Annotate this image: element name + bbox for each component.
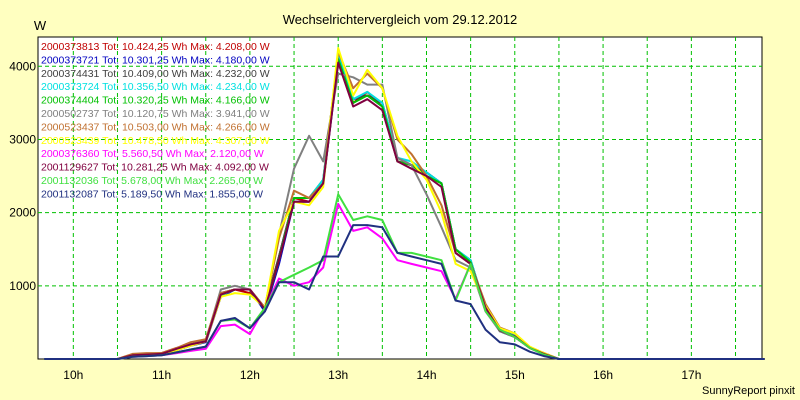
legend-entry: 2000523437 Tot: 10.503,00 Wh Max: 4.266,… — [41, 121, 270, 133]
y-tick-label: 2000 — [9, 206, 36, 220]
legend-entry: 2000373813 Tot: 10.424,25 Wh Max: 4.208,… — [41, 41, 270, 53]
chart-title: Wechselrichtervergleich vom 29.12.2012 — [283, 12, 518, 27]
legend-entry: 2000523439 Tot: 10.478,50 Wh Max: 4.307,… — [41, 135, 270, 147]
plot-area — [37, 36, 763, 360]
x-axis-ticks: 10h 11h 12h 13h 14h 15h 16h 17h — [63, 368, 701, 382]
legend-entry: 2000374404 Tot: 10.320,25 Wh Max: 4.166,… — [41, 95, 270, 107]
x-tick-label: 10h — [63, 368, 83, 382]
series-line-2001132087 — [44, 224, 765, 360]
footer-credit: SunnyReport pinxit — [702, 385, 795, 397]
legend-entry: 2001132036 Tot: 5.678,00 Wh Max: 2.265,0… — [41, 175, 263, 187]
series-lines — [44, 47, 765, 360]
x-tick-label: 12h — [240, 368, 260, 382]
y-tick-label: 1000 — [9, 279, 36, 293]
legend-entry: 2000502737 Tot: 10.120,75 Wh Max: 3.941,… — [41, 108, 270, 120]
x-tick-label: 17h — [681, 368, 701, 382]
y-tick-label: 3000 — [9, 132, 36, 146]
x-tick-label: 11h — [152, 368, 171, 382]
x-tick-label: 14h — [416, 368, 436, 382]
legend-entry: 2000373721 Tot: 10.301,25 Wh Max: 4.180,… — [41, 54, 270, 66]
y-axis-ticks: 1000 2000 3000 4000 — [9, 59, 36, 293]
x-tick-label: 16h — [593, 368, 613, 382]
legend: 2000373813 Tot: 10.424,25 Wh Max: 4.208,… — [41, 41, 270, 200]
y-tick-label: 4000 — [9, 59, 36, 73]
y-axis-label: W — [34, 18, 47, 33]
x-tick-label: 15h — [505, 368, 525, 382]
x-tick-label: 13h — [328, 368, 348, 382]
legend-entry: 2000376360 Tot: 5.560,50 Wh Max: 2.120,0… — [41, 148, 264, 160]
legend-entry: 2000374431 Tot: 10.409,00 Wh Max: 4.232,… — [41, 68, 270, 80]
legend-entry: 2000373724 Tot: 10.356,50 Wh Max: 4.234,… — [41, 81, 270, 93]
legend-entry: 2001132087 Tot: 5.189,50 Wh Max: 1.855,0… — [41, 188, 263, 200]
legend-entry: 2001129627 Tot: 10.281,25 Wh Max: 4.092,… — [41, 162, 269, 174]
